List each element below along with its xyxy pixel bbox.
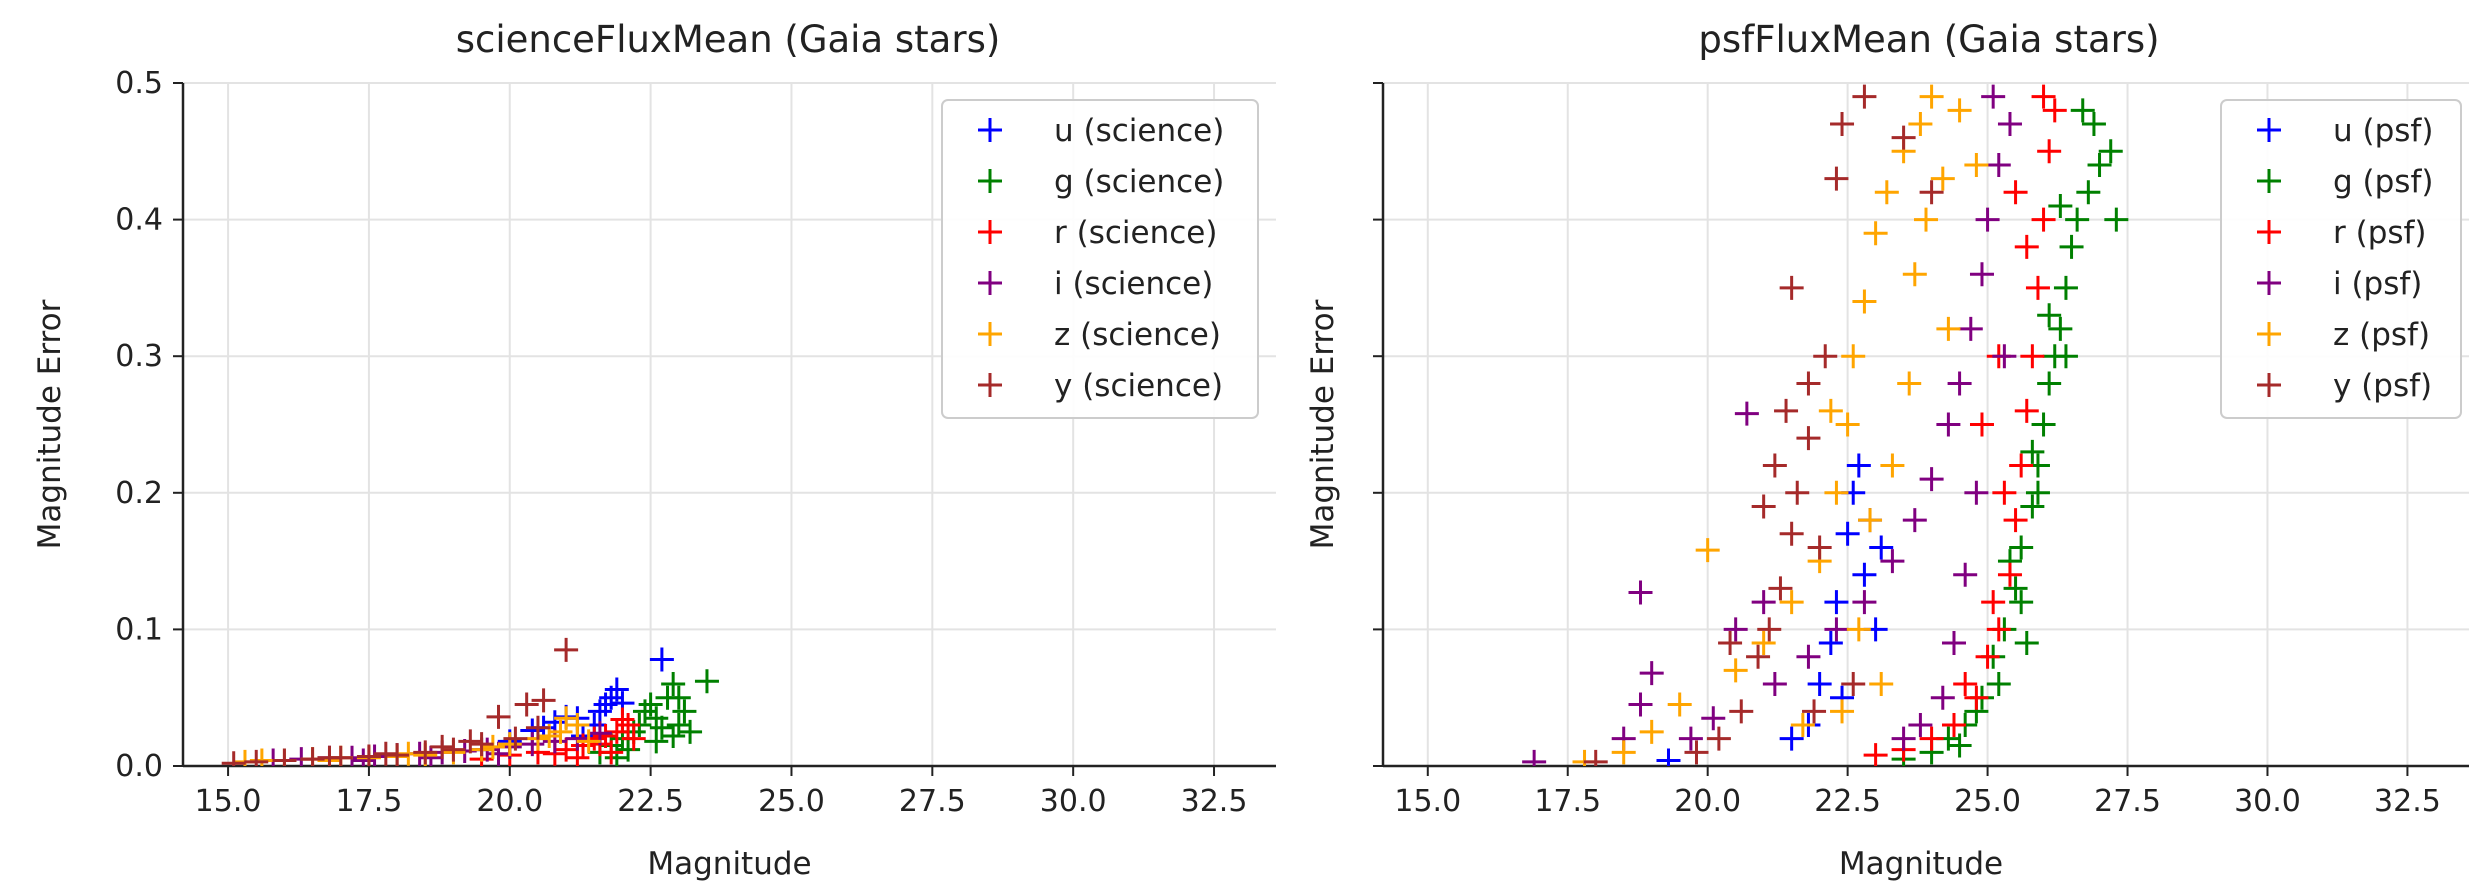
legend-entry: g (psf) — [2333, 164, 2433, 200]
legend-entry: y (science) — [1054, 368, 1223, 404]
y-tick-label: 0.0 — [115, 749, 163, 784]
x-tick-label: 32.5 — [2374, 784, 2441, 819]
x-tick-label: 22.5 — [1814, 784, 1881, 819]
x-tick-label: 22.5 — [617, 784, 684, 819]
x-axis-label: Magnitude — [1839, 846, 2003, 882]
x-tick-label: 17.5 — [1534, 784, 1601, 819]
legend-entry: u (science) — [1054, 113, 1224, 149]
x-tick-label: 27.5 — [2094, 784, 2161, 819]
legend-entry: r (science) — [1054, 215, 1217, 251]
x-tick-label: 17.5 — [336, 784, 403, 819]
legend-entry: z (psf) — [2333, 317, 2430, 353]
legend-entry: y (psf) — [2333, 368, 2432, 404]
legend-entry: r (psf) — [2333, 215, 2427, 251]
x-tick-label: 20.0 — [476, 784, 543, 819]
x-tick-label: 15.0 — [1394, 784, 1461, 819]
x-tick-label: 20.0 — [1674, 784, 1741, 819]
legend-entry: g (science) — [1054, 164, 1224, 200]
legend-entry: z (science) — [1054, 317, 1221, 353]
y-tick-label: 0.2 — [115, 476, 163, 511]
y-tick-label: 0.5 — [115, 66, 163, 101]
x-tick-label: 27.5 — [899, 784, 966, 819]
chart-title: scienceFluxMean (Gaia stars) — [456, 18, 1001, 61]
x-tick-label: 30.0 — [2234, 784, 2301, 819]
x-tick-label: 30.0 — [1040, 784, 1107, 819]
y-tick-label: 0.3 — [115, 339, 163, 374]
y-tick-label: 0.1 — [115, 612, 163, 647]
y-tick-label: 0.4 — [115, 203, 163, 238]
x-tick-label: 25.0 — [1954, 784, 2021, 819]
legend-entry: i (science) — [1054, 266, 1213, 302]
x-tick-label: 25.0 — [758, 784, 825, 819]
chart-title: psfFluxMean (Gaia stars) — [1698, 18, 2159, 61]
legend-entry: u (psf) — [2333, 113, 2433, 149]
x-tick-label: 32.5 — [1181, 784, 1248, 819]
x-tick-label: 15.0 — [195, 784, 262, 819]
legend-entry: i (psf) — [2333, 266, 2422, 302]
y-axis-label: Magnitude Error — [1305, 299, 1341, 549]
x-axis-label: Magnitude — [647, 846, 811, 882]
y-axis-label: Magnitude Error — [32, 299, 68, 549]
